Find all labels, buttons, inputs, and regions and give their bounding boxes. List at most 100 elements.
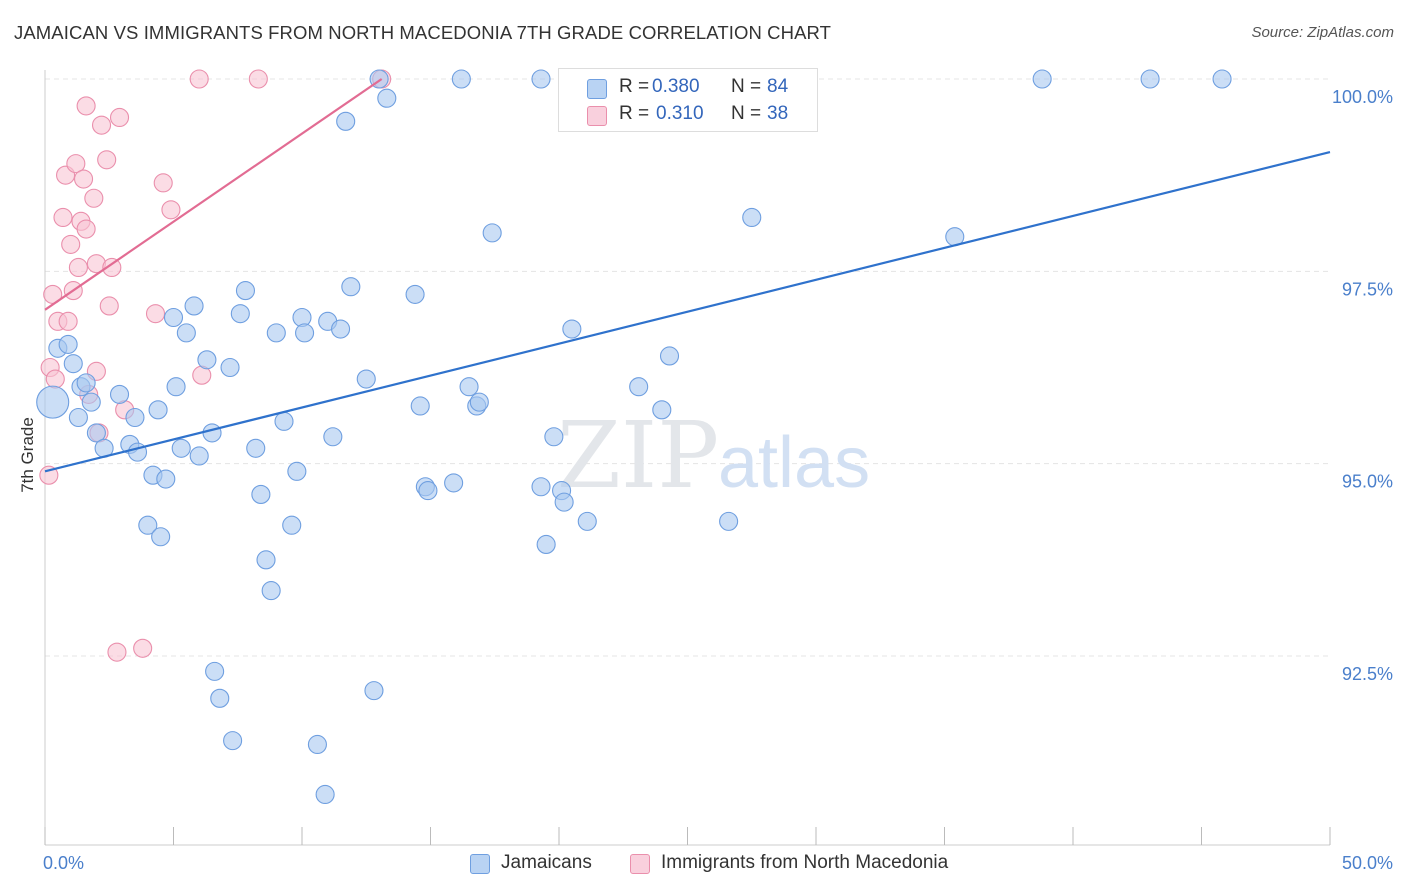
point-north-macedonia: [189, 69, 209, 89]
point-jamaicans: [554, 492, 574, 512]
point-jamaicans: [205, 661, 225, 681]
point-north-macedonia: [53, 207, 73, 228]
point-jamaicans: [531, 69, 551, 89]
point-jamaicans: [444, 473, 464, 493]
point-jamaicans: [148, 400, 168, 420]
point-jamaicans: [68, 407, 88, 428]
watermark: ZIP atlas: [557, 402, 870, 509]
point-jamaicans: [1140, 69, 1160, 89]
y-tick-label: 100.0%: [1332, 87, 1393, 107]
watermark-atlas: atlas: [718, 423, 870, 503]
legend-swatch-north-macedonia: [587, 106, 607, 126]
point-jamaicans: [235, 281, 256, 301]
point-north-macedonia: [68, 257, 88, 278]
point-jamaicans: [202, 423, 222, 443]
tick-labels: 100.0% 97.5% 95.0% 92.5% 0.0% 50.0%: [43, 87, 1393, 873]
point-jamaicans: [405, 284, 425, 304]
point-jamaicans: [482, 223, 502, 243]
point-north-macedonia: [102, 257, 122, 278]
point-north-macedonia: [133, 638, 153, 658]
trend-line-north-macedonia: [44, 78, 383, 311]
point-jamaicans: [719, 511, 739, 531]
point-jamaicans: [531, 477, 551, 497]
point-jamaicans: [189, 446, 209, 466]
point-jamaicans: [364, 681, 384, 701]
legend-n-value: 38: [767, 103, 789, 124]
point-jamaicans: [287, 461, 307, 481]
y-axis-title: 7th Grade: [18, 417, 37, 493]
point-jamaicans: [418, 481, 438, 501]
point-jamaicans: [163, 307, 184, 328]
point-jamaicans: [223, 731, 243, 751]
trend-lines: [44, 78, 1331, 473]
bottom-legend-swatch-jamaicans: [470, 854, 490, 874]
point-jamaicans: [469, 392, 489, 412]
point-north-macedonia: [107, 642, 127, 662]
point-north-macedonia: [97, 150, 117, 170]
point-north-macedonia: [74, 169, 94, 189]
point-jamaicans: [356, 369, 376, 389]
point-north-macedonia: [39, 465, 59, 485]
point-jamaicans: [451, 69, 471, 89]
point-jamaicans: [184, 296, 204, 316]
point-north-macedonia: [91, 115, 112, 135]
point-jamaicans: [261, 581, 281, 601]
point-jamaicans: [138, 515, 158, 535]
bottom-legend-label-north-macedonia: Immigrants from North Macedonia: [661, 852, 949, 873]
point-north-macedonia: [99, 296, 119, 316]
y-tick-label: 97.5%: [1342, 279, 1393, 299]
point-jamaicans: [629, 377, 649, 397]
point-north-macedonia: [66, 154, 86, 174]
point-north-macedonia: [161, 200, 181, 220]
legend-n-label: N =: [731, 76, 762, 97]
point-jamaicans: [323, 427, 343, 447]
legend-row-north-macedonia: R = 0.310 N = 38: [559, 100, 817, 128]
point-jamaicans: [125, 407, 145, 428]
point-jamaicans: [166, 377, 186, 397]
point-jamaicans: [459, 377, 479, 397]
legend-row-jamaicans: R = 0.380 N = 84: [559, 73, 817, 101]
point-jamaicans: [230, 304, 250, 324]
point-jamaicans: [315, 784, 335, 805]
x-tick-label-right: 50.0%: [1342, 853, 1393, 873]
point-north-macedonia: [76, 219, 96, 239]
legend-n-value: 84: [767, 76, 789, 97]
point-jamaicans: [256, 550, 276, 570]
point-jamaicans: [86, 423, 106, 443]
point-jamaicans: [210, 688, 230, 708]
point-jamaicans: [341, 277, 361, 297]
point-jamaicans: [336, 111, 356, 131]
point-north-macedonia: [58, 311, 78, 331]
point-jamaicans: [536, 534, 556, 554]
series-north-macedonia-points: [39, 69, 392, 662]
y-tick-label: 95.0%: [1342, 472, 1393, 492]
point-jamaicans: [251, 484, 271, 504]
point-north-macedonia: [248, 69, 268, 89]
point-jamaicans: [171, 438, 191, 458]
point-north-macedonia: [109, 107, 130, 128]
y-tick-label: 92.5%: [1342, 664, 1393, 684]
point-jamaicans: [1212, 69, 1232, 89]
legend-r-value: 0.310: [656, 103, 704, 124]
point-jamaicans: [63, 354, 83, 374]
point-jamaicans: [410, 396, 430, 416]
point-jamaicans: [36, 385, 70, 419]
trend-line-jamaicans: [44, 151, 1331, 473]
bottom-legend-label-jamaicans: Jamaicans: [501, 852, 592, 873]
point-jamaicans: [1032, 69, 1052, 89]
point-jamaicans: [220, 357, 240, 378]
point-jamaicans: [176, 323, 196, 343]
legend-r-label: R =: [619, 76, 650, 97]
bottom-legend-swatch-north-macedonia: [630, 854, 650, 874]
axes: [44, 70, 1331, 846]
point-jamaicans: [197, 350, 217, 370]
point-jamaicans: [282, 515, 302, 535]
point-jamaicans: [246, 438, 266, 458]
series-jamaicans-points: [36, 69, 1232, 805]
legend-n-label: N =: [731, 103, 762, 124]
source-label: Source: ZipAtlas.com: [1251, 24, 1394, 41]
point-jamaicans: [109, 384, 130, 404]
point-north-macedonia: [84, 188, 104, 208]
point-jamaicans: [577, 511, 597, 531]
legend-r-value: 0.380: [652, 76, 700, 97]
